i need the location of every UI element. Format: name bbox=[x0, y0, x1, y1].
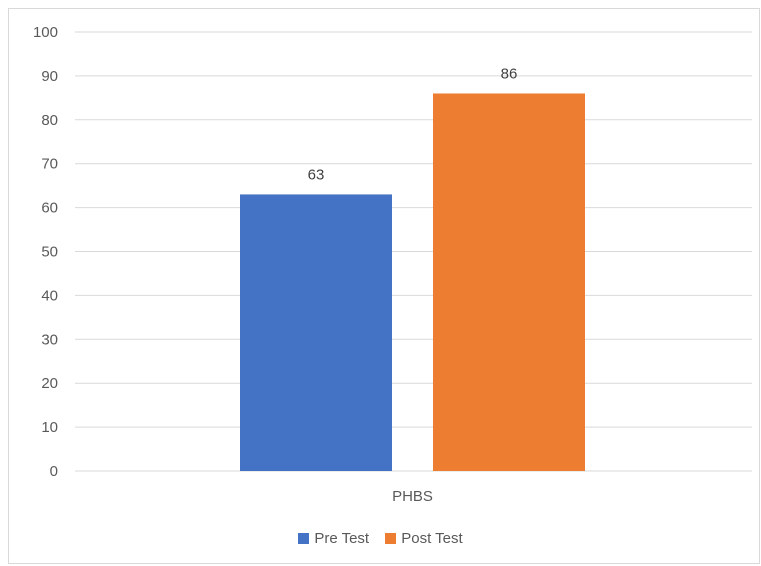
y-tick-label-80: 80 bbox=[41, 112, 58, 129]
data-label-post-test: 86 bbox=[501, 65, 518, 82]
y-tick-label-10: 10 bbox=[41, 419, 58, 436]
legend-label-post-test: Post Test bbox=[401, 530, 463, 547]
y-tick-label-90: 90 bbox=[41, 68, 58, 85]
bar-post-test bbox=[433, 93, 585, 472]
y-tick-label-40: 40 bbox=[41, 287, 58, 304]
y-tick-label-60: 60 bbox=[41, 200, 58, 217]
y-tick-label-30: 30 bbox=[41, 331, 58, 348]
legend: Pre Test Post Test bbox=[0, 530, 761, 548]
y-tick-label-100: 100 bbox=[33, 24, 58, 41]
y-tick-label-50: 50 bbox=[41, 244, 58, 261]
x-axis: PHBS bbox=[392, 488, 433, 505]
y-tick-label-70: 70 bbox=[41, 156, 58, 173]
x-category-label: PHBS bbox=[392, 488, 433, 505]
data-labels: 63 86 bbox=[308, 65, 518, 183]
legend-swatch-post-test bbox=[385, 533, 397, 544]
legend-item-post-test: Post Test bbox=[385, 530, 463, 547]
legend-label-pre-test: Pre Test bbox=[314, 530, 370, 547]
y-tick-label-0: 0 bbox=[50, 463, 58, 480]
legend-item-pre-test: Pre Test bbox=[298, 530, 369, 547]
gridlines bbox=[75, 31, 752, 472]
bar-pre-test bbox=[240, 194, 392, 471]
bars bbox=[240, 93, 585, 472]
legend-swatch-pre-test bbox=[298, 533, 310, 544]
y-tick-label-20: 20 bbox=[41, 375, 58, 392]
y-axis-tick-labels: 0 10 20 30 40 50 60 70 80 90 100 bbox=[33, 24, 58, 480]
data-label-pre-test: 63 bbox=[308, 166, 325, 183]
